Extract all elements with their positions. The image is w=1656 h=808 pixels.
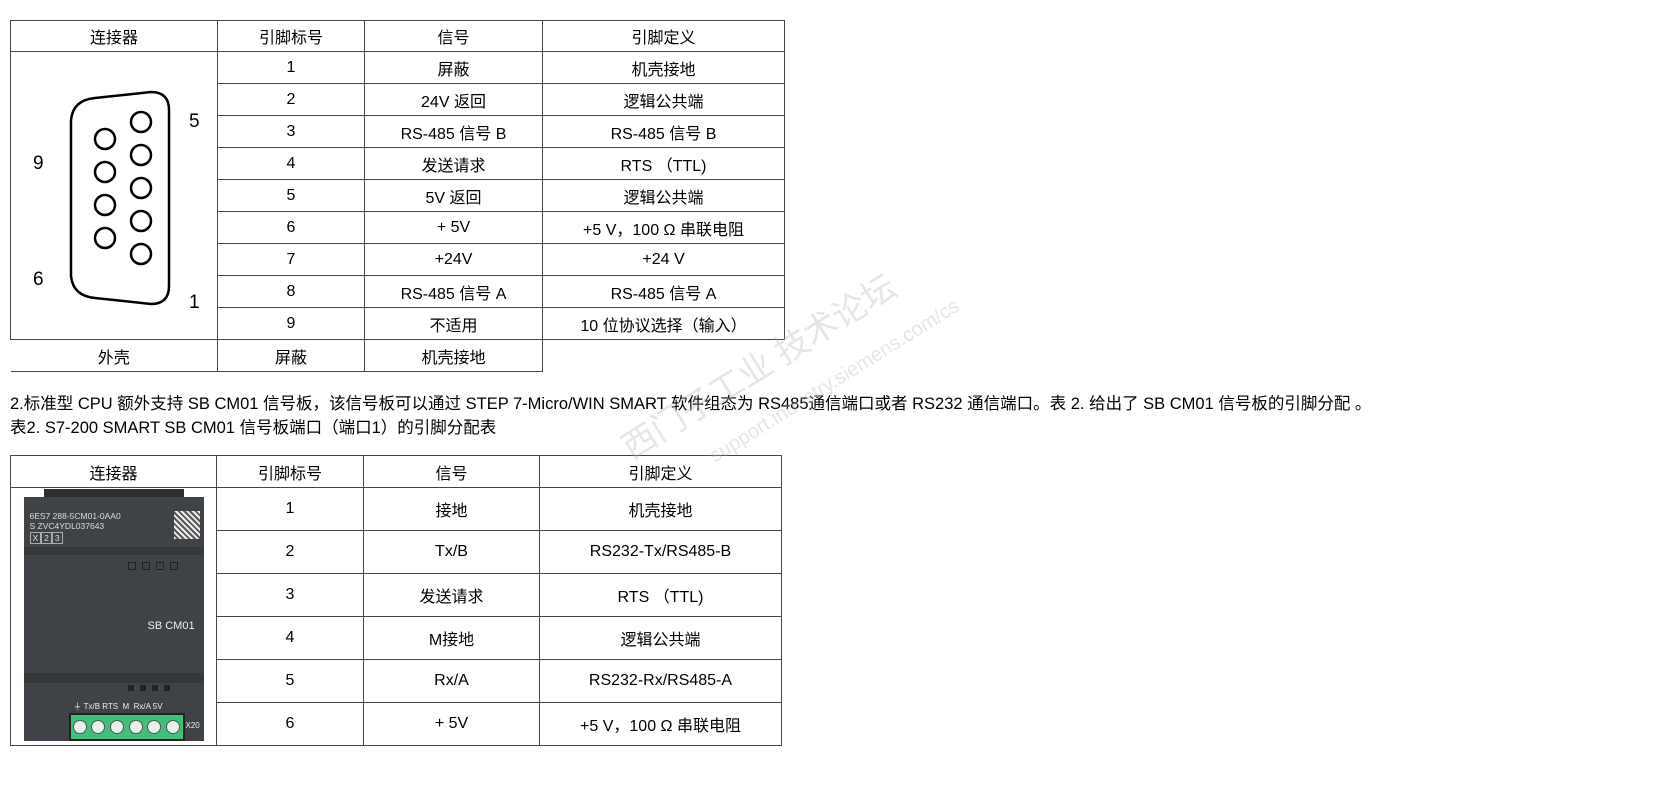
table-caption: 表2. S7-200 SMART SB CM01 信号板端口（端口1）的引脚分配… xyxy=(10,419,497,437)
definition: +24 V xyxy=(542,243,785,277)
pin-number: 2 xyxy=(217,83,365,117)
pin-number: 3 xyxy=(216,573,364,617)
device-order-number: 6ES7 288-5CM01-0AA0 xyxy=(29,511,121,521)
signal: 屏蔽 xyxy=(217,339,365,372)
signal: + 5V xyxy=(364,211,543,245)
connector-shell xyxy=(69,91,171,306)
definition: +5 V，100 Ω 串联电阻 xyxy=(542,211,785,245)
qr-code-icon xyxy=(173,511,200,539)
definition: 机壳接地 xyxy=(539,487,782,531)
header-pin: 引脚标号 xyxy=(216,455,364,488)
definition: RS-485 信号 A xyxy=(542,275,785,309)
signal: + 5V xyxy=(363,702,540,746)
pin-holes xyxy=(93,111,153,266)
header-definition: 引脚定义 xyxy=(542,19,785,53)
signal: 不适用 xyxy=(364,307,543,341)
definition: 逻辑公共端 xyxy=(542,179,785,213)
table-row: 6 + 5V +5 V，100 Ω 串联电阻 xyxy=(11,211,785,245)
definition: 10 位协议选择（输入） xyxy=(542,307,785,341)
signal: 接地 xyxy=(363,487,540,531)
terminal-block xyxy=(68,713,185,741)
header-pin: 引脚标号 xyxy=(217,19,365,53)
signal: Tx/B xyxy=(363,530,540,574)
terminal-labels: ⏚ Tx/B RTS M Rx/A 5V xyxy=(73,702,163,711)
definition: RS232-Tx/RS485-B xyxy=(539,530,782,574)
pin-number: 7 xyxy=(217,243,365,277)
led-indicators-bottom xyxy=(127,685,170,691)
pin-label-1: 1 xyxy=(189,292,200,313)
signal: RS-485 信号 A xyxy=(364,275,543,309)
header-connector: 连接器 xyxy=(10,19,218,53)
table-row: 3 发送请求 RTS （TTL) xyxy=(11,573,782,617)
signal: 24V 返回 xyxy=(364,83,543,117)
header-signal: 信号 xyxy=(363,455,540,488)
pin-label-9: 9 xyxy=(33,153,44,174)
pin-number: 6 xyxy=(216,702,364,746)
header-definition: 引脚定义 xyxy=(539,455,782,488)
pin-label-5: 5 xyxy=(189,111,200,132)
definition: 逻辑公共端 xyxy=(542,83,785,117)
connector-id: X20 xyxy=(185,721,200,730)
pin-label-6: 6 xyxy=(33,269,44,290)
pin-number: 3 xyxy=(217,115,365,149)
pin-number: 5 xyxy=(217,179,365,213)
table-row: 5 9 6 1 1 屏蔽 机壳接地 xyxy=(10,51,785,341)
definition: RS-485 信号 B xyxy=(542,115,785,149)
signal: 屏蔽 xyxy=(364,51,543,85)
table-row: 4 M接地 逻辑公共端 xyxy=(11,616,782,660)
table-row: 9 不适用 10 位协议选择（输入） xyxy=(11,307,785,341)
table-header: 连接器 引脚标号 信号 引脚定义 xyxy=(10,19,785,53)
table-row: 2 24V 返回 逻辑公共端 xyxy=(11,83,785,117)
table-row: 外壳 屏蔽 机壳接地 xyxy=(10,339,785,372)
table-row: 6 + 5V +5 V，100 Ω 串联电阻 xyxy=(11,702,782,746)
signal: 发送请求 xyxy=(364,147,543,181)
signal: 发送请求 xyxy=(363,573,540,617)
table-row: 5 5V 返回 逻辑公共端 xyxy=(11,179,785,213)
table-row: 8 RS-485 信号 A RS-485 信号 A xyxy=(11,275,785,309)
header-connector: 连接器 xyxy=(10,455,217,488)
signal: RS-485 信号 B xyxy=(364,115,543,149)
table-row: 3 RS-485 信号 B RS-485 信号 B xyxy=(11,115,785,149)
definition: 机壳接地 xyxy=(364,339,543,372)
pinout-table-sb-cm01: 连接器 引脚标号 信号 引脚定义 6ES7 288-5CM01-0AA0 S Z… xyxy=(10,455,782,746)
definition: RTS （TTL) xyxy=(542,147,785,181)
pin-number: 1 xyxy=(217,51,365,85)
definition: 机壳接地 xyxy=(542,51,785,85)
pin-number: 4 xyxy=(216,616,364,660)
definition: RS232-Rx/RS485-A xyxy=(539,659,782,703)
ground-icon: ⏚ xyxy=(73,702,82,711)
pin-number: 4 xyxy=(217,147,365,181)
device-serial: S ZVC4YDL037643 xyxy=(29,521,105,531)
signal: 5V 返回 xyxy=(364,179,543,213)
header-signal: 信号 xyxy=(364,19,543,53)
description-paragraph: 2.标准型 CPU 额外支持 SB CM01 信号板，该信号板可以通过 STEP… xyxy=(10,395,1372,413)
definition: 逻辑公共端 xyxy=(539,616,782,660)
pin-number: 6 xyxy=(217,211,365,245)
led-indicators xyxy=(127,562,178,570)
device-name: SB CM01 xyxy=(147,620,195,632)
pin-number: 外壳 xyxy=(10,339,218,372)
pinout-table-dsub: 连接器 引脚标号 信号 引脚定义 5 9 6 1 1 屏蔽 机壳接地 2 24V 返回… xyxy=(10,19,785,372)
table-row: 5 Rx/A RS232-Rx/RS485-A xyxy=(11,659,782,703)
pin-number: 9 xyxy=(217,307,365,341)
signal: M接地 xyxy=(363,616,540,660)
signal: +24V xyxy=(364,243,543,277)
pin-number: 5 xyxy=(216,659,364,703)
table-header: 连接器 引脚标号 信号 引脚定义 xyxy=(10,455,782,488)
pin-number: 2 xyxy=(216,530,364,574)
definition: +5 V，100 Ω 串联电阻 xyxy=(539,702,782,746)
signal: Rx/A xyxy=(363,659,540,703)
definition: RTS （TTL) xyxy=(539,573,782,617)
pin-number: 1 xyxy=(216,487,364,531)
pin-number: 8 xyxy=(217,275,365,309)
dsub-connector-drawing: 5 9 6 1 xyxy=(10,51,218,341)
